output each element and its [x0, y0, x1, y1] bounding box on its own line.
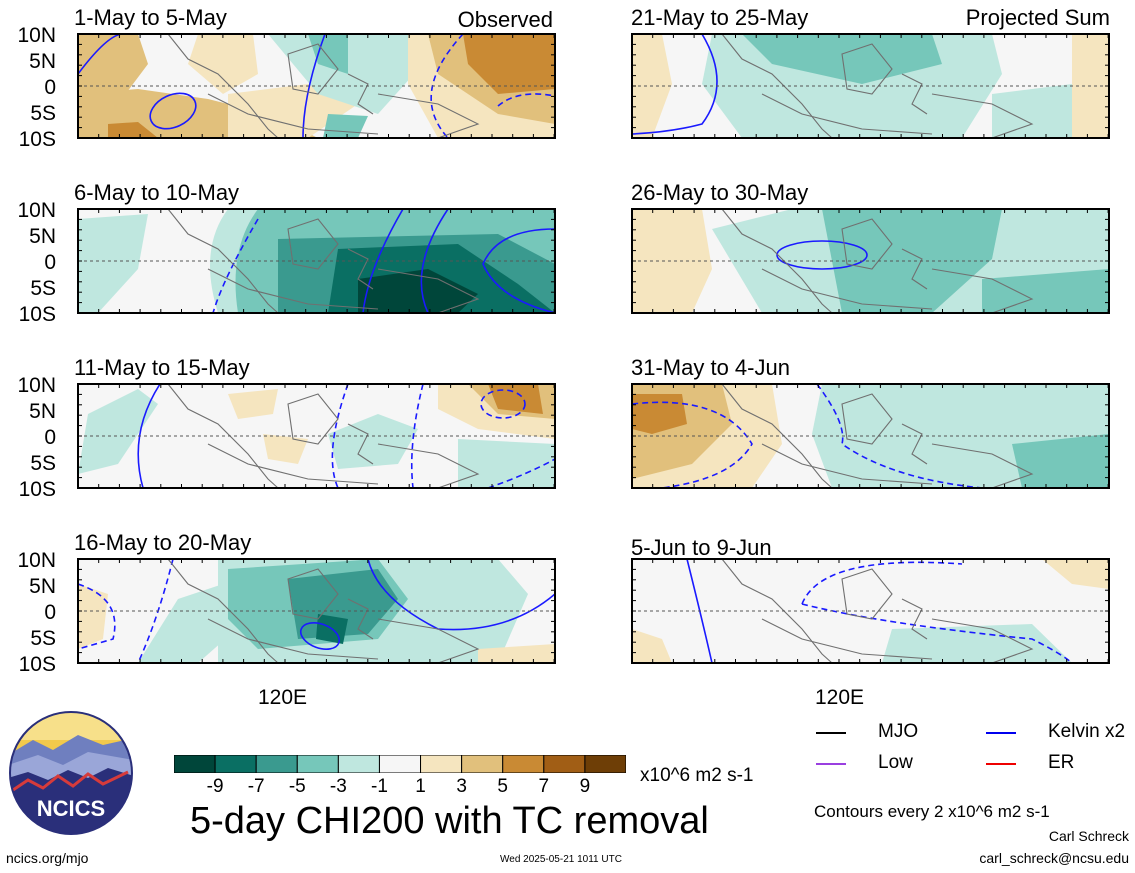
- timestamp: Wed 2025-05-21 1011 UTC: [500, 854, 622, 865]
- colorbar-swatch: [543, 755, 586, 773]
- colorbar-tick-label: -1: [371, 776, 388, 797]
- lat-label: 10N: [17, 549, 56, 572]
- map-panel-observed-4: [78, 559, 555, 663]
- panel-frame: [631, 33, 1110, 139]
- colorbar-swatch: [214, 755, 257, 773]
- lat-label: 10N: [17, 24, 56, 47]
- colorbar-tick-label: 1: [415, 776, 426, 797]
- lon-label-right: 120E: [815, 686, 865, 709]
- lat-label: 5S: [30, 452, 56, 475]
- colorbar-swatch: [296, 755, 339, 773]
- panel-frame: [631, 558, 1110, 664]
- lon-label-left: 120E: [258, 686, 308, 709]
- logo-text: NCICS: [37, 796, 105, 821]
- panel-title-r1: 21-May to 25-May: [631, 5, 808, 30]
- lat-label: 5S: [30, 102, 56, 125]
- colorbar-tick-label: -5: [288, 776, 306, 797]
- lat-label: 10N: [17, 199, 56, 222]
- ncics-logo: NCICS: [9, 711, 133, 835]
- panel-frame: [77, 33, 556, 139]
- colorbar-tick-label: 3: [456, 776, 467, 797]
- panel-title-l2: 6-May to 10-May: [74, 180, 239, 205]
- units-label: x10^6 m2 s-1: [640, 765, 754, 786]
- panel-frame: [77, 558, 556, 664]
- colorbar-swatch: [255, 755, 298, 773]
- lat-label: 10S: [19, 653, 56, 676]
- colorbar-swatch: [461, 755, 504, 773]
- panel-title-r2: 26-May to 30-May: [631, 180, 808, 205]
- legend-label-3: ER: [1048, 752, 1075, 773]
- map-panel-projected-3: [632, 384, 1109, 488]
- panel-frame: [631, 383, 1110, 489]
- panel-title-r4: 5-Jun to 9-Jun: [631, 535, 772, 560]
- colorbar-tick-label: 5: [497, 776, 509, 797]
- lat-label: 5N: [29, 50, 56, 73]
- legend-line-0: [816, 732, 846, 734]
- legend-label-2: Low: [878, 752, 913, 773]
- map-panel-observed-1: [78, 34, 555, 138]
- colorbar-swatch: [420, 755, 463, 773]
- lat-label: 5S: [30, 627, 56, 650]
- colorbar-swatch: [584, 755, 626, 773]
- legend-line-2: [816, 763, 846, 765]
- colorbar-tick-label: 7: [538, 776, 550, 797]
- colorbar-swatch: [174, 755, 216, 773]
- panel-title-l4: 16-May to 20-May: [74, 530, 251, 555]
- lat-label: 5N: [29, 400, 56, 423]
- legend-line-1: [986, 732, 1016, 734]
- lat-label: 5S: [30, 277, 56, 300]
- colorbar-swatch: [337, 755, 380, 773]
- map-panel-observed-2: [78, 209, 555, 313]
- colorbar-tick-label: 9: [579, 776, 591, 797]
- colorbar-swatch: [502, 755, 545, 773]
- legend-line-3: [986, 763, 1016, 765]
- panel-title-l3: 11-May to 15-May: [74, 355, 250, 380]
- legend-label-0: MJO: [878, 721, 919, 742]
- panel-title-r3: 31-May to 4-Jun: [631, 355, 790, 380]
- author-name: Carl Schreck: [1048, 828, 1129, 844]
- map-panel-observed-3: [78, 384, 555, 488]
- legend-label-1: Kelvin x2: [1048, 721, 1126, 742]
- lat-label: 10S: [19, 478, 56, 501]
- lat-label: 10N: [17, 374, 56, 397]
- panel-label-observed: Observed: [458, 7, 553, 32]
- lat-label: 0: [44, 76, 56, 99]
- map-panel-projected-4: [632, 559, 1109, 663]
- lat-label: 0: [44, 426, 56, 449]
- panel-label-projected: Projected Sum: [966, 5, 1110, 30]
- site-url: ncics.org/mjo: [6, 850, 89, 866]
- colorbar-tick-label: -3: [329, 776, 347, 797]
- map-panel-projected-1: [632, 34, 1109, 138]
- colorbar-swatch: [378, 755, 422, 773]
- colorbar-tick-label: -7: [247, 776, 265, 797]
- panel-frame: [631, 208, 1110, 314]
- colorbar-tick-label: -9: [206, 776, 224, 797]
- lat-label: 10S: [19, 128, 56, 151]
- lat-label: 0: [44, 251, 56, 274]
- colorbar: [174, 755, 626, 773]
- panel-title-l1: 1-May to 5-May: [74, 5, 227, 30]
- lat-label: 0: [44, 601, 56, 624]
- lat-label: 5N: [29, 225, 56, 248]
- author-email: carl_schreck@ncsu.edu: [979, 850, 1129, 866]
- panel-frame: [77, 383, 556, 489]
- figure-title: 5-day CHI200 with TC removal: [190, 800, 709, 842]
- map-panel-projected-2: [632, 209, 1109, 313]
- contour-note: Contours every 2 x10^6 m2 s-1: [814, 802, 1050, 821]
- panel-frame: [77, 208, 556, 314]
- lat-label: 5N: [29, 575, 56, 598]
- lat-label: 10S: [19, 303, 56, 326]
